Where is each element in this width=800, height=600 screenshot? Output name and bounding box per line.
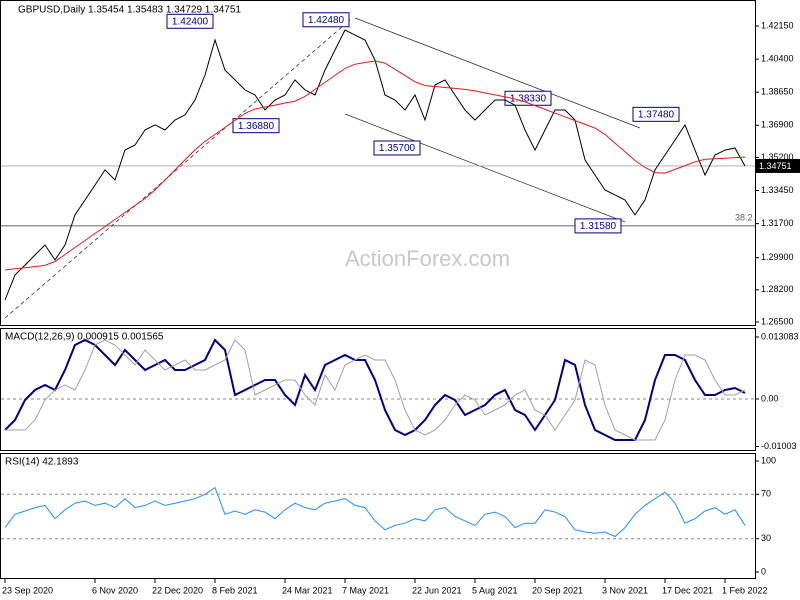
y-tick-label: -0.01003 <box>761 441 797 451</box>
macd-header: MACD(12,26,9) 0.000915 0.001565 <box>5 332 164 343</box>
y-tick-label: 1.36900 <box>761 120 794 130</box>
y-tick-label: 1.33450 <box>761 185 794 195</box>
annotation-label: 1.37480 <box>638 109 675 120</box>
x-tick-label: 5 Aug 2021 <box>472 585 518 595</box>
series-line <box>4 29 746 301</box>
y-tick-label: 1.26500 <box>761 316 794 326</box>
x-tick-label: 23 Sep 2020 <box>2 585 53 595</box>
x-tick-label: 22 Dec 2020 <box>152 585 203 595</box>
annotation-box <box>302 12 350 28</box>
watermark: ActionForex.com <box>345 246 510 271</box>
rsi-panel <box>0 453 756 579</box>
y-tick-label: 70 <box>761 489 771 499</box>
series-line <box>5 339 746 441</box>
y-tick-label: 30 <box>761 533 771 543</box>
x-tick-label: 1 Feb 2022 <box>722 585 768 595</box>
annotation-box <box>504 90 552 106</box>
last-price-box <box>755 158 800 173</box>
y-tick-label: 1.40400 <box>761 53 794 63</box>
rsi-header: RSI(14) 42.1893 <box>5 457 79 468</box>
annotation-box <box>232 118 280 134</box>
y-tick-label: 1.31700 <box>761 218 794 228</box>
y-tick-label: 1.35200 <box>761 152 794 162</box>
x-tick-label: 6 Nov 2020 <box>92 585 138 595</box>
annotation-label: 1.31580 <box>580 221 617 232</box>
annotation-box <box>574 218 622 234</box>
y-tick-label: 0 <box>761 566 766 576</box>
annotation-box <box>166 13 214 29</box>
x-tick-label: 8 Feb 2021 <box>212 585 258 595</box>
channel-upper <box>354 17 641 129</box>
y-tick-label: 1.38650 <box>761 87 794 97</box>
annotation-label: 1.42400 <box>172 16 209 27</box>
annotation-label: 1.36880 <box>238 121 275 132</box>
series-line <box>4 60 746 271</box>
annotation-label: 1.38330 <box>510 93 547 104</box>
y-tick-label: 1.42150 <box>761 20 794 30</box>
x-tick-label: 7 May 2021 <box>342 585 389 595</box>
annotation-box <box>632 106 680 122</box>
x-tick-label: 17 Dec 2021 <box>662 585 713 595</box>
y-tick-label: 0.00 <box>761 393 779 403</box>
fib-label: 38.2 <box>735 212 753 222</box>
last-price-label: 1.34751 <box>759 161 792 171</box>
x-tick-label: 3 Nov 2021 <box>602 585 648 595</box>
y-tick-label: 0.013083 <box>761 331 799 341</box>
channel-lower <box>344 113 626 223</box>
x-tick-label: 22 Jun 2021 <box>412 585 462 595</box>
y-tick-label: 1.28200 <box>761 284 794 294</box>
x-tick-label: 20 Sep 2021 <box>532 585 583 595</box>
series-line <box>4 486 746 538</box>
annotation-label: 1.42480 <box>308 15 345 26</box>
y-tick-label: 1.29900 <box>761 252 794 262</box>
y-tick-label: 100 <box>761 455 776 465</box>
x-tick-label: 24 Mar 2021 <box>282 585 333 595</box>
series-line <box>4 338 746 441</box>
annotation-box <box>373 140 421 156</box>
annotation-label: 1.35700 <box>379 143 416 154</box>
trend-line <box>4 19 351 319</box>
macd-panel <box>0 328 756 451</box>
price-header: GBPUSD,Daily 1.35454 1.35483 1.34729 1.3… <box>18 5 241 16</box>
